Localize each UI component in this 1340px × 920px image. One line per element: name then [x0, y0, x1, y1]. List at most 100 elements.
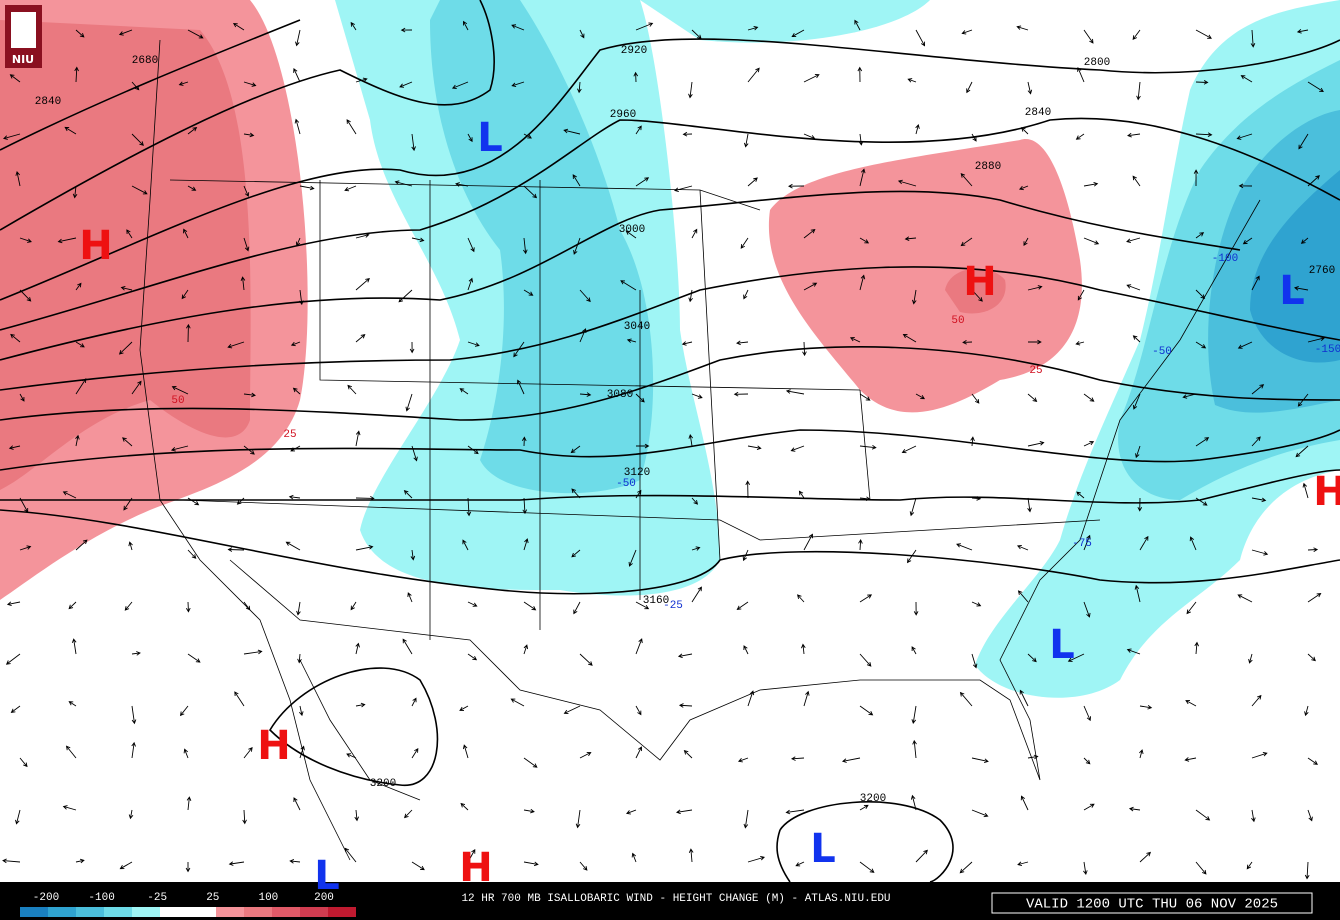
wind-arrow [459, 705, 469, 711]
wind-arrow [131, 81, 140, 91]
colorbar-label: -100 [88, 892, 114, 904]
wind-arrow [410, 549, 416, 561]
colorbar-swatch [104, 907, 132, 917]
wind-arrow [1137, 497, 1143, 512]
wind-arrow [183, 748, 189, 759]
wind-arrow [1128, 806, 1141, 812]
wind-arrow [674, 185, 693, 192]
wind-arrow [971, 289, 983, 302]
wind-arrow [185, 861, 191, 873]
contour-label: 2920 [621, 45, 647, 57]
wind-arrow [635, 125, 642, 135]
wind-arrow [675, 809, 693, 815]
wind-arrow [971, 133, 977, 142]
wind-arrow [1184, 757, 1197, 762]
wind-arrow [1017, 590, 1029, 603]
wind-arrow [579, 29, 585, 39]
wind-arrow [451, 81, 469, 90]
wind-arrow [1307, 593, 1322, 603]
wind-arrow [1195, 437, 1210, 447]
wind-arrow [747, 690, 755, 707]
wind-arrow [1139, 704, 1153, 710]
wind-arrow [467, 601, 478, 607]
wind-arrow [243, 601, 251, 611]
wind-arrow [579, 653, 593, 666]
wind-arrow [290, 445, 301, 452]
wind-arrow [743, 645, 749, 655]
wind-arrow [736, 601, 749, 610]
contour [0, 469, 1340, 504]
wind-arrow [859, 168, 866, 187]
wind-arrow [394, 180, 413, 187]
wind-arrow [790, 756, 805, 761]
wind-arrow [1302, 482, 1309, 499]
wind-arrow [1195, 861, 1207, 875]
rise-area [945, 268, 1006, 314]
wind-arrow [577, 81, 582, 94]
wind-arrow [573, 237, 581, 255]
wind-arrow [1083, 393, 1095, 402]
contour-label: 2680 [132, 55, 158, 67]
wind-arrow [523, 808, 535, 814]
contour [776, 801, 954, 883]
wind-arrow [467, 848, 476, 863]
wind-arrow [971, 653, 978, 669]
wind-arrow [1195, 132, 1213, 137]
wind-arrow [511, 81, 525, 87]
colorbar-swatch [76, 907, 104, 917]
wind-arrow [1293, 286, 1309, 291]
wind-arrow [131, 741, 136, 759]
wind-arrow [1083, 181, 1099, 187]
wind-arrow [227, 547, 245, 552]
wind-arrow [75, 29, 85, 38]
wind-arrow [521, 436, 527, 447]
wind-arrow [10, 333, 21, 343]
wind-arrow [1307, 653, 1316, 662]
wind-arrow [1017, 861, 1029, 867]
wind-arrow [243, 445, 255, 455]
wind-arrow [19, 393, 25, 402]
wind-arrow [1237, 594, 1253, 603]
wind-arrow [859, 274, 866, 291]
wind-arrow [747, 445, 762, 451]
wind-arrow [1075, 133, 1085, 140]
wind-arrow [1083, 29, 1094, 44]
wind-arrow [691, 586, 702, 603]
contour-label: 3160 [643, 595, 669, 607]
wind-arrow [236, 497, 245, 505]
colorbar: -200 -100 -25 25 100 200 [20, 892, 356, 917]
wind-arrow [858, 133, 864, 146]
wind-arrow [1083, 440, 1095, 447]
wind-arrow [68, 701, 77, 707]
wind-arrow [131, 185, 148, 195]
wind-arrow [859, 705, 874, 716]
contour [0, 190, 1241, 361]
wind-arrow [5, 653, 21, 665]
wind-arrow [455, 182, 469, 187]
wind-arrow [628, 549, 637, 567]
wind-arrow [187, 185, 197, 191]
wind-arrow [737, 757, 749, 763]
wind-arrow [691, 497, 699, 505]
wind-arrow [803, 133, 816, 140]
wind-arrow [1251, 694, 1262, 707]
wind-arrow [243, 649, 263, 655]
wind-arrow [62, 491, 77, 499]
wind-arrow [1083, 601, 1091, 618]
wind-arrow [1304, 705, 1309, 717]
wind-arrow [795, 861, 805, 867]
wind-arrow [1195, 80, 1209, 85]
wind-arrow [915, 29, 926, 47]
wind-arrow [1126, 648, 1141, 655]
wind-arrow [1027, 81, 1033, 95]
wind-arrow [962, 339, 973, 345]
wind-arrow [859, 804, 869, 811]
wind-arrow [1307, 547, 1319, 552]
wind-arrow [1295, 445, 1309, 458]
wind-arrow [240, 276, 246, 291]
wind-arrow [971, 757, 989, 764]
wind-arrow [1182, 393, 1197, 399]
wind-arrow [289, 858, 301, 864]
contour-label: 2880 [975, 161, 1001, 173]
wind-arrow [294, 118, 301, 135]
